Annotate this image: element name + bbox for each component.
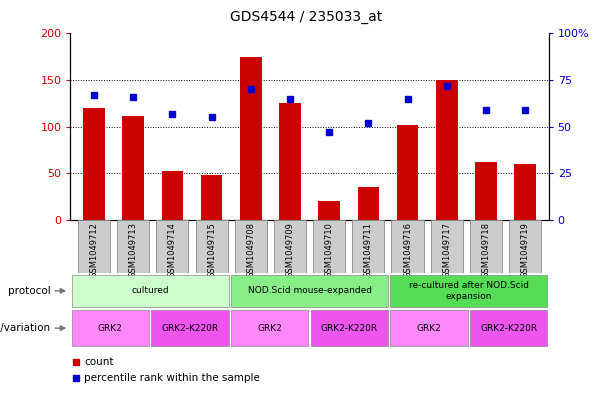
Text: re-cultured after NOD.Scid
expansion: re-cultured after NOD.Scid expansion (409, 281, 529, 301)
Text: percentile rank within the sample: percentile rank within the sample (85, 373, 261, 383)
Bar (83, 108, 105, 220)
Bar (78, 220, 110, 273)
Text: genotype/variation: genotype/variation (0, 323, 51, 333)
Text: NOD.Scid mouse-expanded: NOD.Scid mouse-expanded (248, 286, 371, 295)
Bar (231, 275, 388, 307)
Bar (436, 80, 457, 220)
Text: GSM1049709: GSM1049709 (286, 222, 294, 277)
Bar (231, 310, 308, 346)
Bar (509, 220, 541, 273)
Bar (397, 125, 418, 220)
Bar (431, 220, 463, 273)
Text: protocol: protocol (8, 286, 51, 296)
Bar (475, 162, 497, 220)
Bar (196, 220, 227, 273)
Bar (318, 201, 340, 220)
Text: GSM1049715: GSM1049715 (207, 222, 216, 277)
Bar (390, 310, 468, 346)
Text: cultured: cultured (131, 286, 169, 295)
Text: GSM1049716: GSM1049716 (403, 222, 412, 278)
Bar (470, 220, 502, 273)
Bar (151, 310, 229, 346)
Text: GSM1049714: GSM1049714 (168, 222, 177, 277)
Bar (72, 275, 229, 307)
Text: GRK2-K220R: GRK2-K220R (480, 324, 538, 332)
Text: GSM1049718: GSM1049718 (481, 222, 490, 278)
Bar (117, 220, 150, 273)
Bar (357, 187, 379, 220)
Bar (72, 310, 149, 346)
Text: GSM1049711: GSM1049711 (364, 222, 373, 277)
Bar (240, 57, 262, 220)
Text: GSM1049717: GSM1049717 (442, 222, 451, 278)
Text: GRK2: GRK2 (98, 324, 123, 332)
Bar (470, 310, 547, 346)
Bar (514, 164, 536, 220)
Bar (162, 171, 183, 220)
Text: GRK2-K220R: GRK2-K220R (321, 324, 378, 332)
Bar (392, 220, 424, 273)
Text: GRK2-K220R: GRK2-K220R (161, 324, 219, 332)
Bar (390, 275, 547, 307)
Text: GSM1049710: GSM1049710 (325, 222, 333, 277)
Bar (352, 220, 384, 273)
Bar (201, 175, 223, 220)
Text: GRK2: GRK2 (417, 324, 441, 332)
Bar (235, 220, 267, 273)
Text: GSM1049712: GSM1049712 (89, 222, 99, 277)
Bar (311, 310, 388, 346)
Text: GSM1049708: GSM1049708 (246, 222, 255, 278)
Text: GSM1049713: GSM1049713 (129, 222, 138, 278)
Text: GSM1049719: GSM1049719 (520, 222, 530, 277)
Text: count: count (85, 356, 114, 367)
Text: GRK2: GRK2 (257, 324, 282, 332)
Bar (313, 220, 345, 273)
Bar (123, 116, 144, 220)
Bar (279, 103, 301, 220)
Bar (156, 220, 188, 273)
Text: GDS4544 / 235033_at: GDS4544 / 235033_at (230, 10, 383, 24)
Bar (274, 220, 306, 273)
